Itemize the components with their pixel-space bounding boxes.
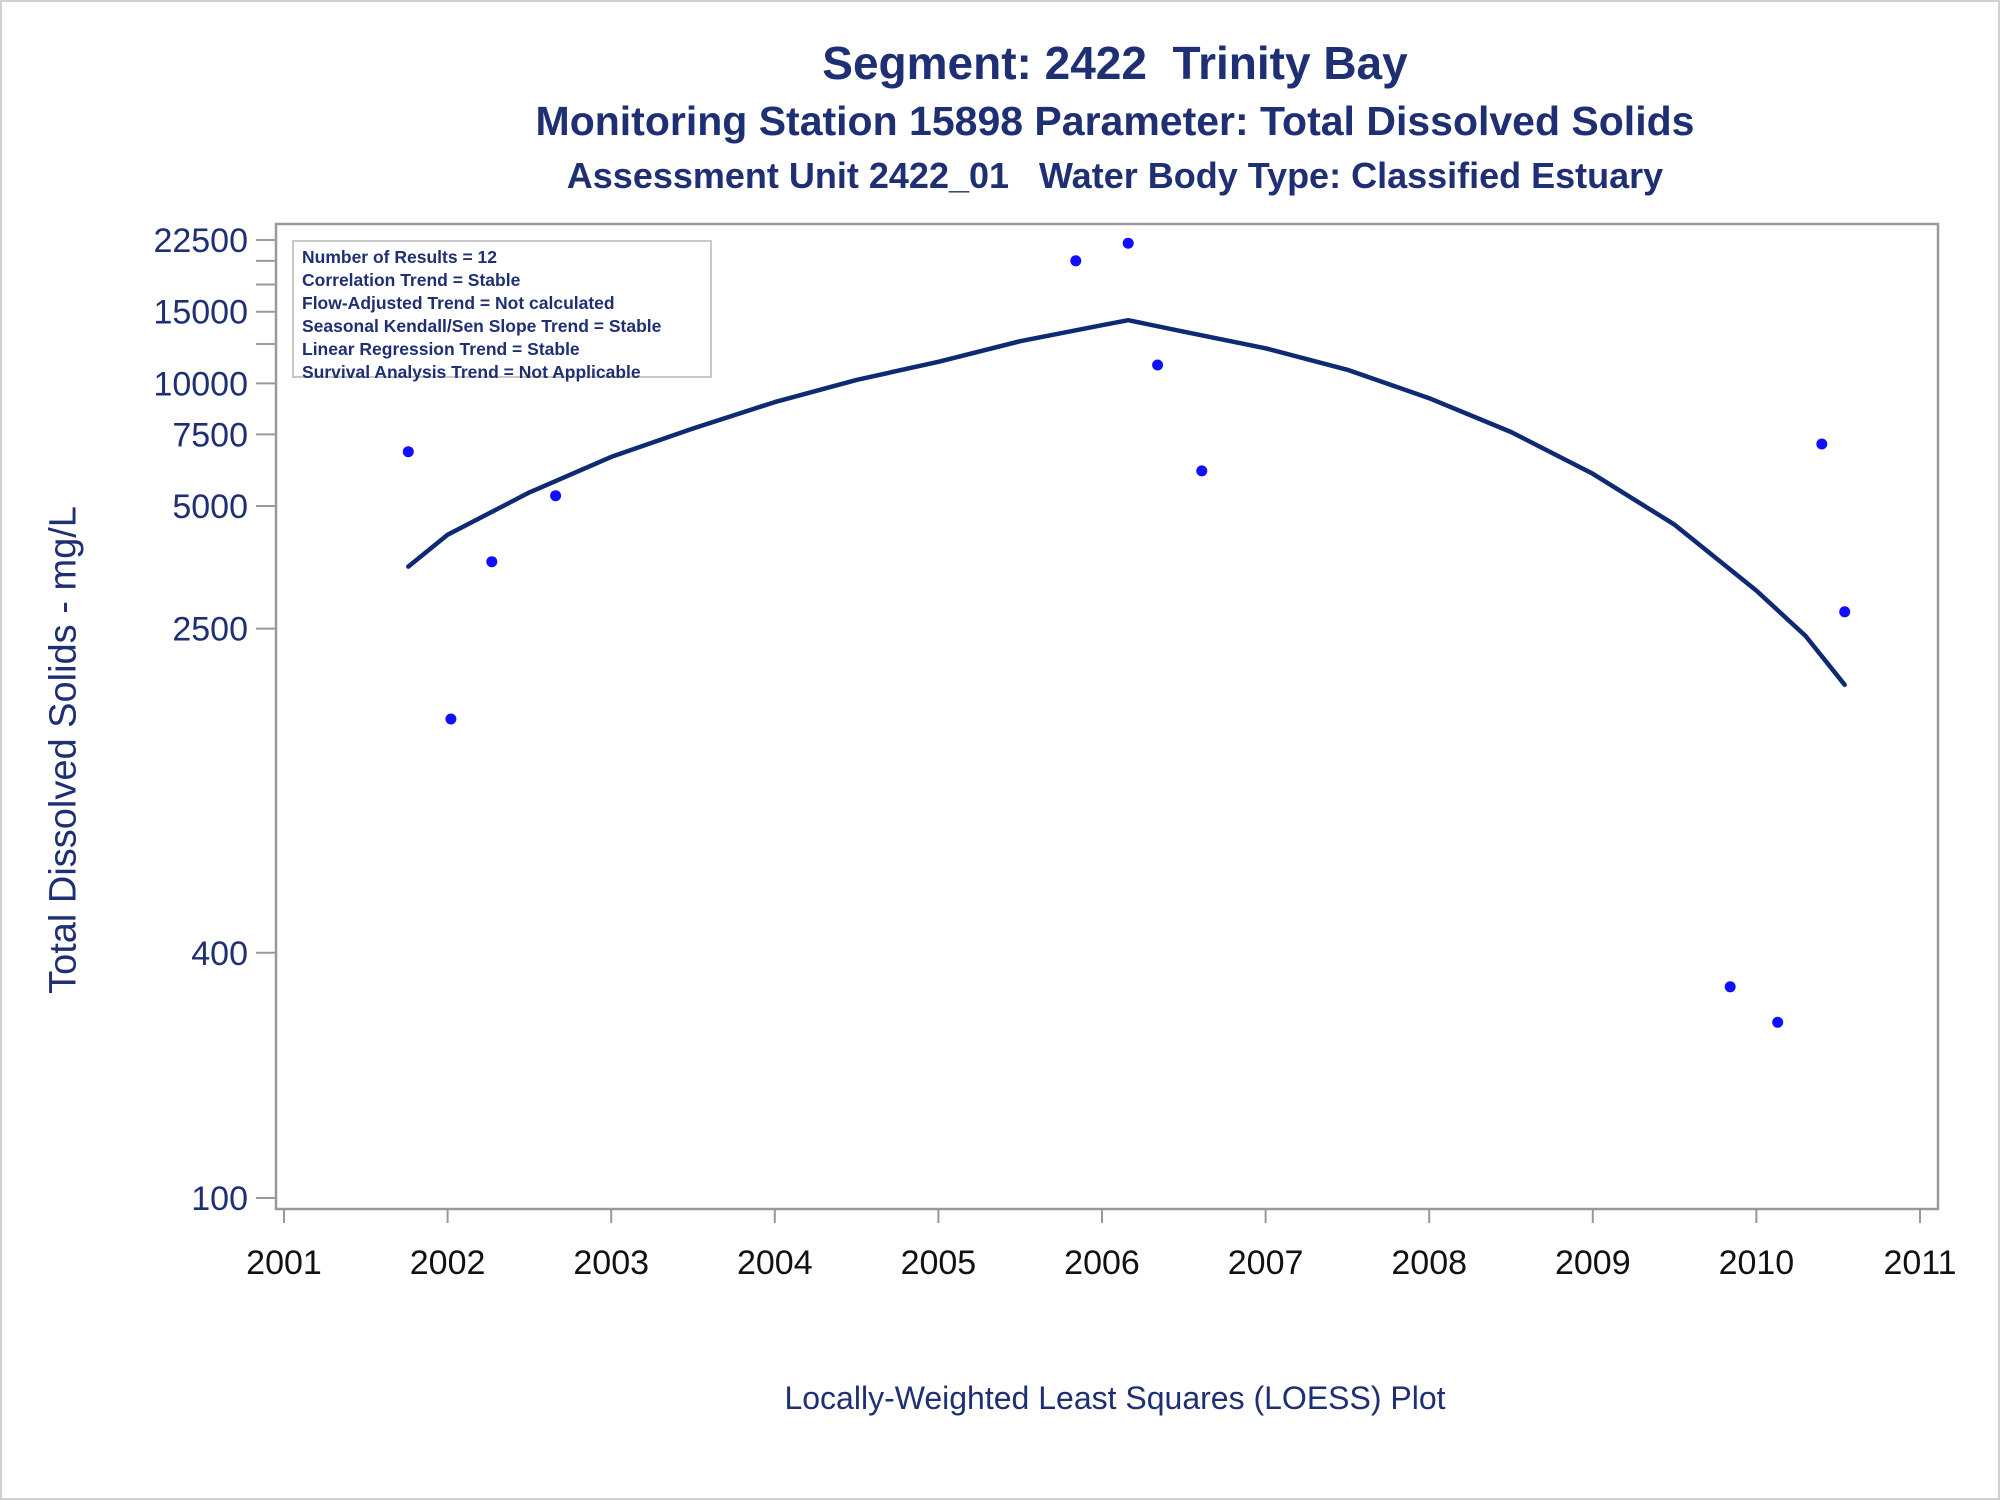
x-tick-label: 2008	[1391, 1244, 1467, 1282]
data-point	[1122, 237, 1134, 249]
data-point	[1839, 606, 1851, 618]
data-point	[1070, 255, 1082, 267]
x-tick-label: 2003	[573, 1244, 649, 1282]
x-tick-label: 2001	[246, 1244, 322, 1282]
stats-line: Linear Regression Trend = Stable	[302, 339, 580, 359]
data-point	[1152, 359, 1164, 371]
loess-curve	[406, 317, 1847, 688]
data-point	[550, 490, 562, 502]
y-tick-label: 22500	[153, 222, 248, 260]
x-tick-label: 2007	[1228, 1244, 1304, 1282]
data-point	[1816, 438, 1828, 450]
chart-subtitle: Monitoring Station 15898 Parameter: Tota…	[535, 98, 1695, 144]
stats-line: Survival Analysis Trend = Not Applicable	[302, 362, 641, 382]
data-point	[486, 556, 498, 568]
x-axis: 2001 2002 2003 2004 2005 2006 2007 2008 2009 2010…	[246, 1209, 1957, 1282]
x-tick-label: 2009	[1555, 1244, 1631, 1282]
data-point	[1724, 981, 1736, 993]
plot-footnote: Locally-Weighted Least Squares (LOESS) P…	[784, 1380, 1446, 1416]
data-point	[1772, 1016, 1784, 1028]
y-tick-label: 400	[191, 935, 248, 973]
chart-subtitle-2: Assessment Unit 2422_01 Water Body Type:…	[566, 155, 1664, 196]
y-tick-label: 5000	[172, 488, 248, 526]
stats-line: Seasonal Kendall/Sen Slope Trend = Stabl…	[302, 316, 662, 336]
stats-line: Number of Results = 12	[302, 247, 497, 267]
x-tick-label: 2010	[1719, 1244, 1795, 1282]
trend-stats-box: Number of Results = 12 Correlation Trend …	[292, 240, 712, 382]
plot-area-border	[274, 222, 1940, 1211]
stats-line: Flow-Adjusted Trend = Not calculated	[302, 293, 615, 313]
loess-curve-layer	[406, 317, 1847, 688]
x-tick-label: 2004	[737, 1244, 813, 1282]
x-tick-label: 2006	[1064, 1244, 1140, 1282]
chart-title: Segment: 2422 Trinity Bay	[822, 37, 1408, 89]
y-axis: 100 400 2500 5000 7500 10000 15000 22500	[153, 222, 276, 1218]
y-tick-label: 100	[191, 1180, 248, 1218]
y-tick-label: 10000	[153, 365, 248, 403]
y-tick-label: 15000	[153, 294, 248, 332]
x-tick-label: 2011	[1883, 1244, 1956, 1282]
stats-line: Correlation Trend = Stable	[302, 270, 521, 290]
data-point	[445, 713, 457, 725]
data-point	[402, 446, 414, 458]
x-tick-label: 2002	[410, 1244, 486, 1282]
y-tick-label: 2500	[172, 611, 248, 649]
y-tick-label: 7500	[172, 416, 248, 454]
data-points-layer	[402, 237, 1851, 1028]
data-point	[1196, 465, 1208, 477]
x-tick-label: 2005	[901, 1244, 977, 1282]
